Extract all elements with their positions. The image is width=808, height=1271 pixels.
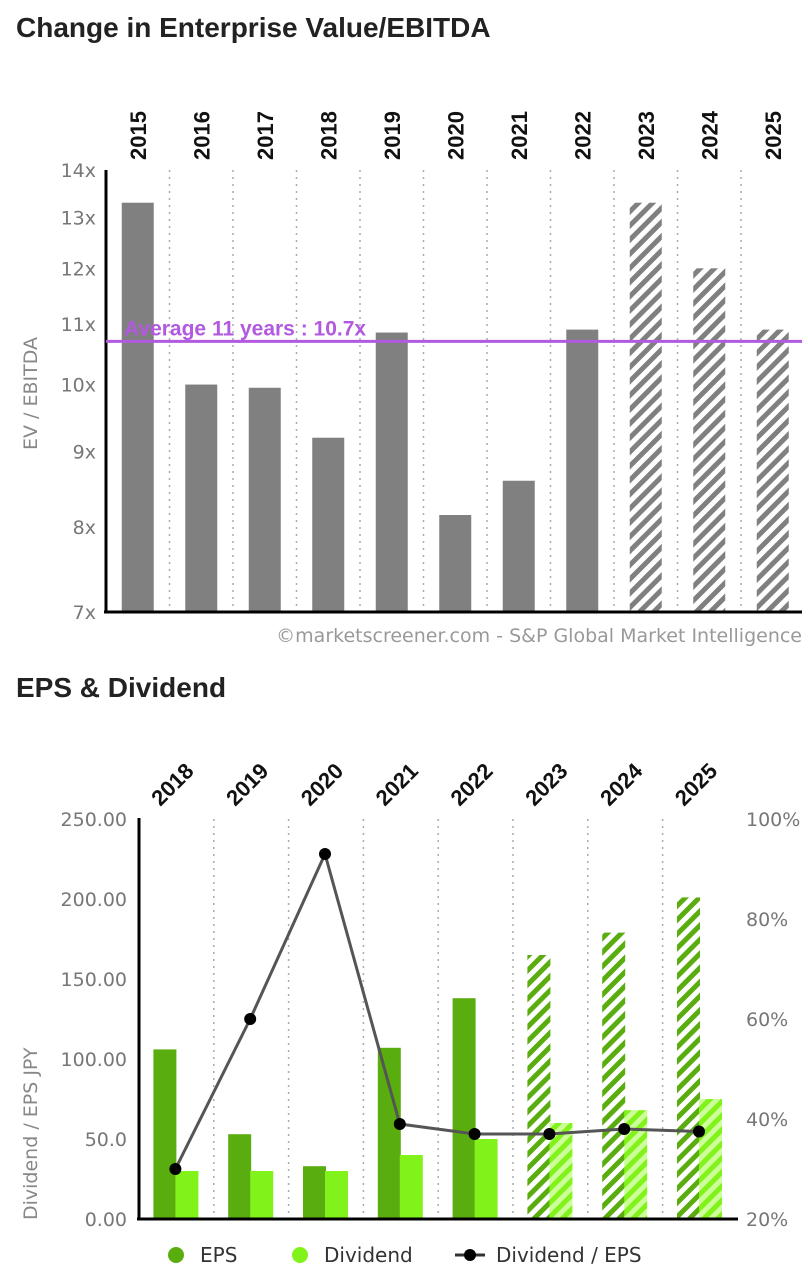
eps-bar-2021 [377,1047,401,1219]
ratio-point-2019 [244,1013,257,1025]
y-tick-label: 7x [73,602,96,624]
legend-dividend-marker [292,1247,308,1263]
bar-2016 [185,384,218,612]
y-tick-label: 12x [61,258,96,280]
x-tick-label: 2015 [126,111,151,160]
x-tick-label: 2022 [570,111,595,160]
ratio-point-2020 [319,848,331,860]
x-tick-label: 2019 [221,758,273,810]
legend-ratio-label: Dividend / EPS [496,1243,642,1267]
bar-2025 [756,329,789,612]
legend: EPS Dividend Dividend / EPS [168,1243,642,1267]
x-tick-label: 2022 [445,758,497,810]
y-tick-label: 9x [73,442,96,464]
legend-dividend-label: Dividend [324,1243,413,1267]
x-tick-label: 2021 [371,758,423,810]
y2-tick-label: 40% [746,1109,788,1131]
ev-ebitda-y-axis-label: EV / EBITDA [20,337,42,450]
dividend-bar-2025 [699,1099,722,1219]
y-tick-label: 14x [61,160,96,182]
bar-2019 [375,332,408,612]
x-tick-label: 2020 [296,758,348,810]
y-tick-label: 100.00 [61,1049,127,1071]
eps-dividend-y-axis-label: Dividend / EPS JPY [20,1047,42,1220]
bar-2015 [121,202,154,612]
ratio-point-2021 [393,1118,406,1130]
eps-bar-2018 [153,1049,177,1219]
bar-2023 [629,202,662,612]
eps-bar-2025 [677,897,700,1219]
x-tick-label: 2023 [634,111,659,160]
y-tick-label: 250.00 [61,809,127,831]
y-tick-label: 150.00 [61,969,127,991]
legend-eps-marker [168,1247,184,1263]
y2-tick-label: 60% [746,1009,788,1031]
bar-2020 [439,515,472,612]
dividend-eps-ratio-line [174,849,700,1170]
x-tick-label: 2018 [146,758,198,810]
y-tick-label: 200.00 [61,889,127,911]
eps-bar-2020 [303,1166,326,1219]
dividend-bar-2023 [549,1123,573,1219]
bar-2022 [566,329,599,612]
y-tick-label: 0.00 [85,1209,127,1231]
dividend-bar-2024 [624,1110,648,1219]
dividend-bar-2021 [399,1155,423,1219]
dividend-bar-2020 [325,1171,348,1219]
y-tick-label: 50.0 [85,1129,127,1151]
dividend-bar-2019 [250,1171,274,1219]
bar-2021 [502,480,535,612]
ratio-point-2018 [169,1163,182,1175]
legend-ratio-marker [464,1249,476,1261]
bar-2017 [248,387,281,612]
x-tick-label: 2025 [670,758,722,810]
x-tick-label: 2019 [380,111,405,160]
dividend-bar-2018 [175,1171,199,1219]
chart-title-eps-dividend: EPS & Dividend [16,672,227,703]
eps-bar-2023 [527,955,551,1219]
ratio-point-2024 [618,1123,631,1135]
x-tick-label: 2017 [253,111,278,160]
eps-bar-2024 [602,932,626,1219]
average-label: Average 11 years : 10.7x [124,317,366,340]
eps-bar-2019 [228,1134,252,1219]
dividend-bar-2022 [474,1139,498,1219]
x-tick-label: 2020 [443,111,468,160]
x-tick-label: 2024 [697,110,722,160]
bar-2018 [312,437,345,612]
x-tick-label: 2021 [507,111,532,160]
chart-title-ev-ebitda: Change in Enterprise Value/EBITDA [16,12,491,43]
bar-2024 [693,268,726,612]
x-tick-label: 2024 [595,758,648,811]
y2-tick-label: 80% [746,909,788,931]
x-tick-label: 2016 [189,111,214,160]
ev-ebitda-chart: 2015 2016 2017 2018 2019 2020 2021 2022 2023 2024… [20,110,802,647]
ratio-point-2025 [693,1125,705,1138]
y2-tick-label: 100% [746,809,800,831]
y-tick-label: 11x [61,314,96,336]
y-tick-label: 13x [61,207,96,229]
y-tick-label: 10x [61,375,96,397]
credit-text: ©marketscreener.com - S&P Global Market … [276,625,802,647]
x-tick-label: 2025 [761,111,786,160]
x-tick-label: 2023 [520,758,572,810]
eps-dividend-chart: 2018 2019 2020 2021 2022 2023 2024 2025 250.00 2… [20,758,800,1267]
ratio-point-2023 [543,1128,556,1140]
y-tick-label: 8x [73,517,96,539]
eps-bar-2022 [452,998,476,1219]
x-tick-label: 2018 [316,111,341,160]
y2-tick-label: 20% [746,1209,788,1231]
legend-eps-label: EPS [200,1243,237,1267]
ratio-point-2022 [468,1128,481,1140]
